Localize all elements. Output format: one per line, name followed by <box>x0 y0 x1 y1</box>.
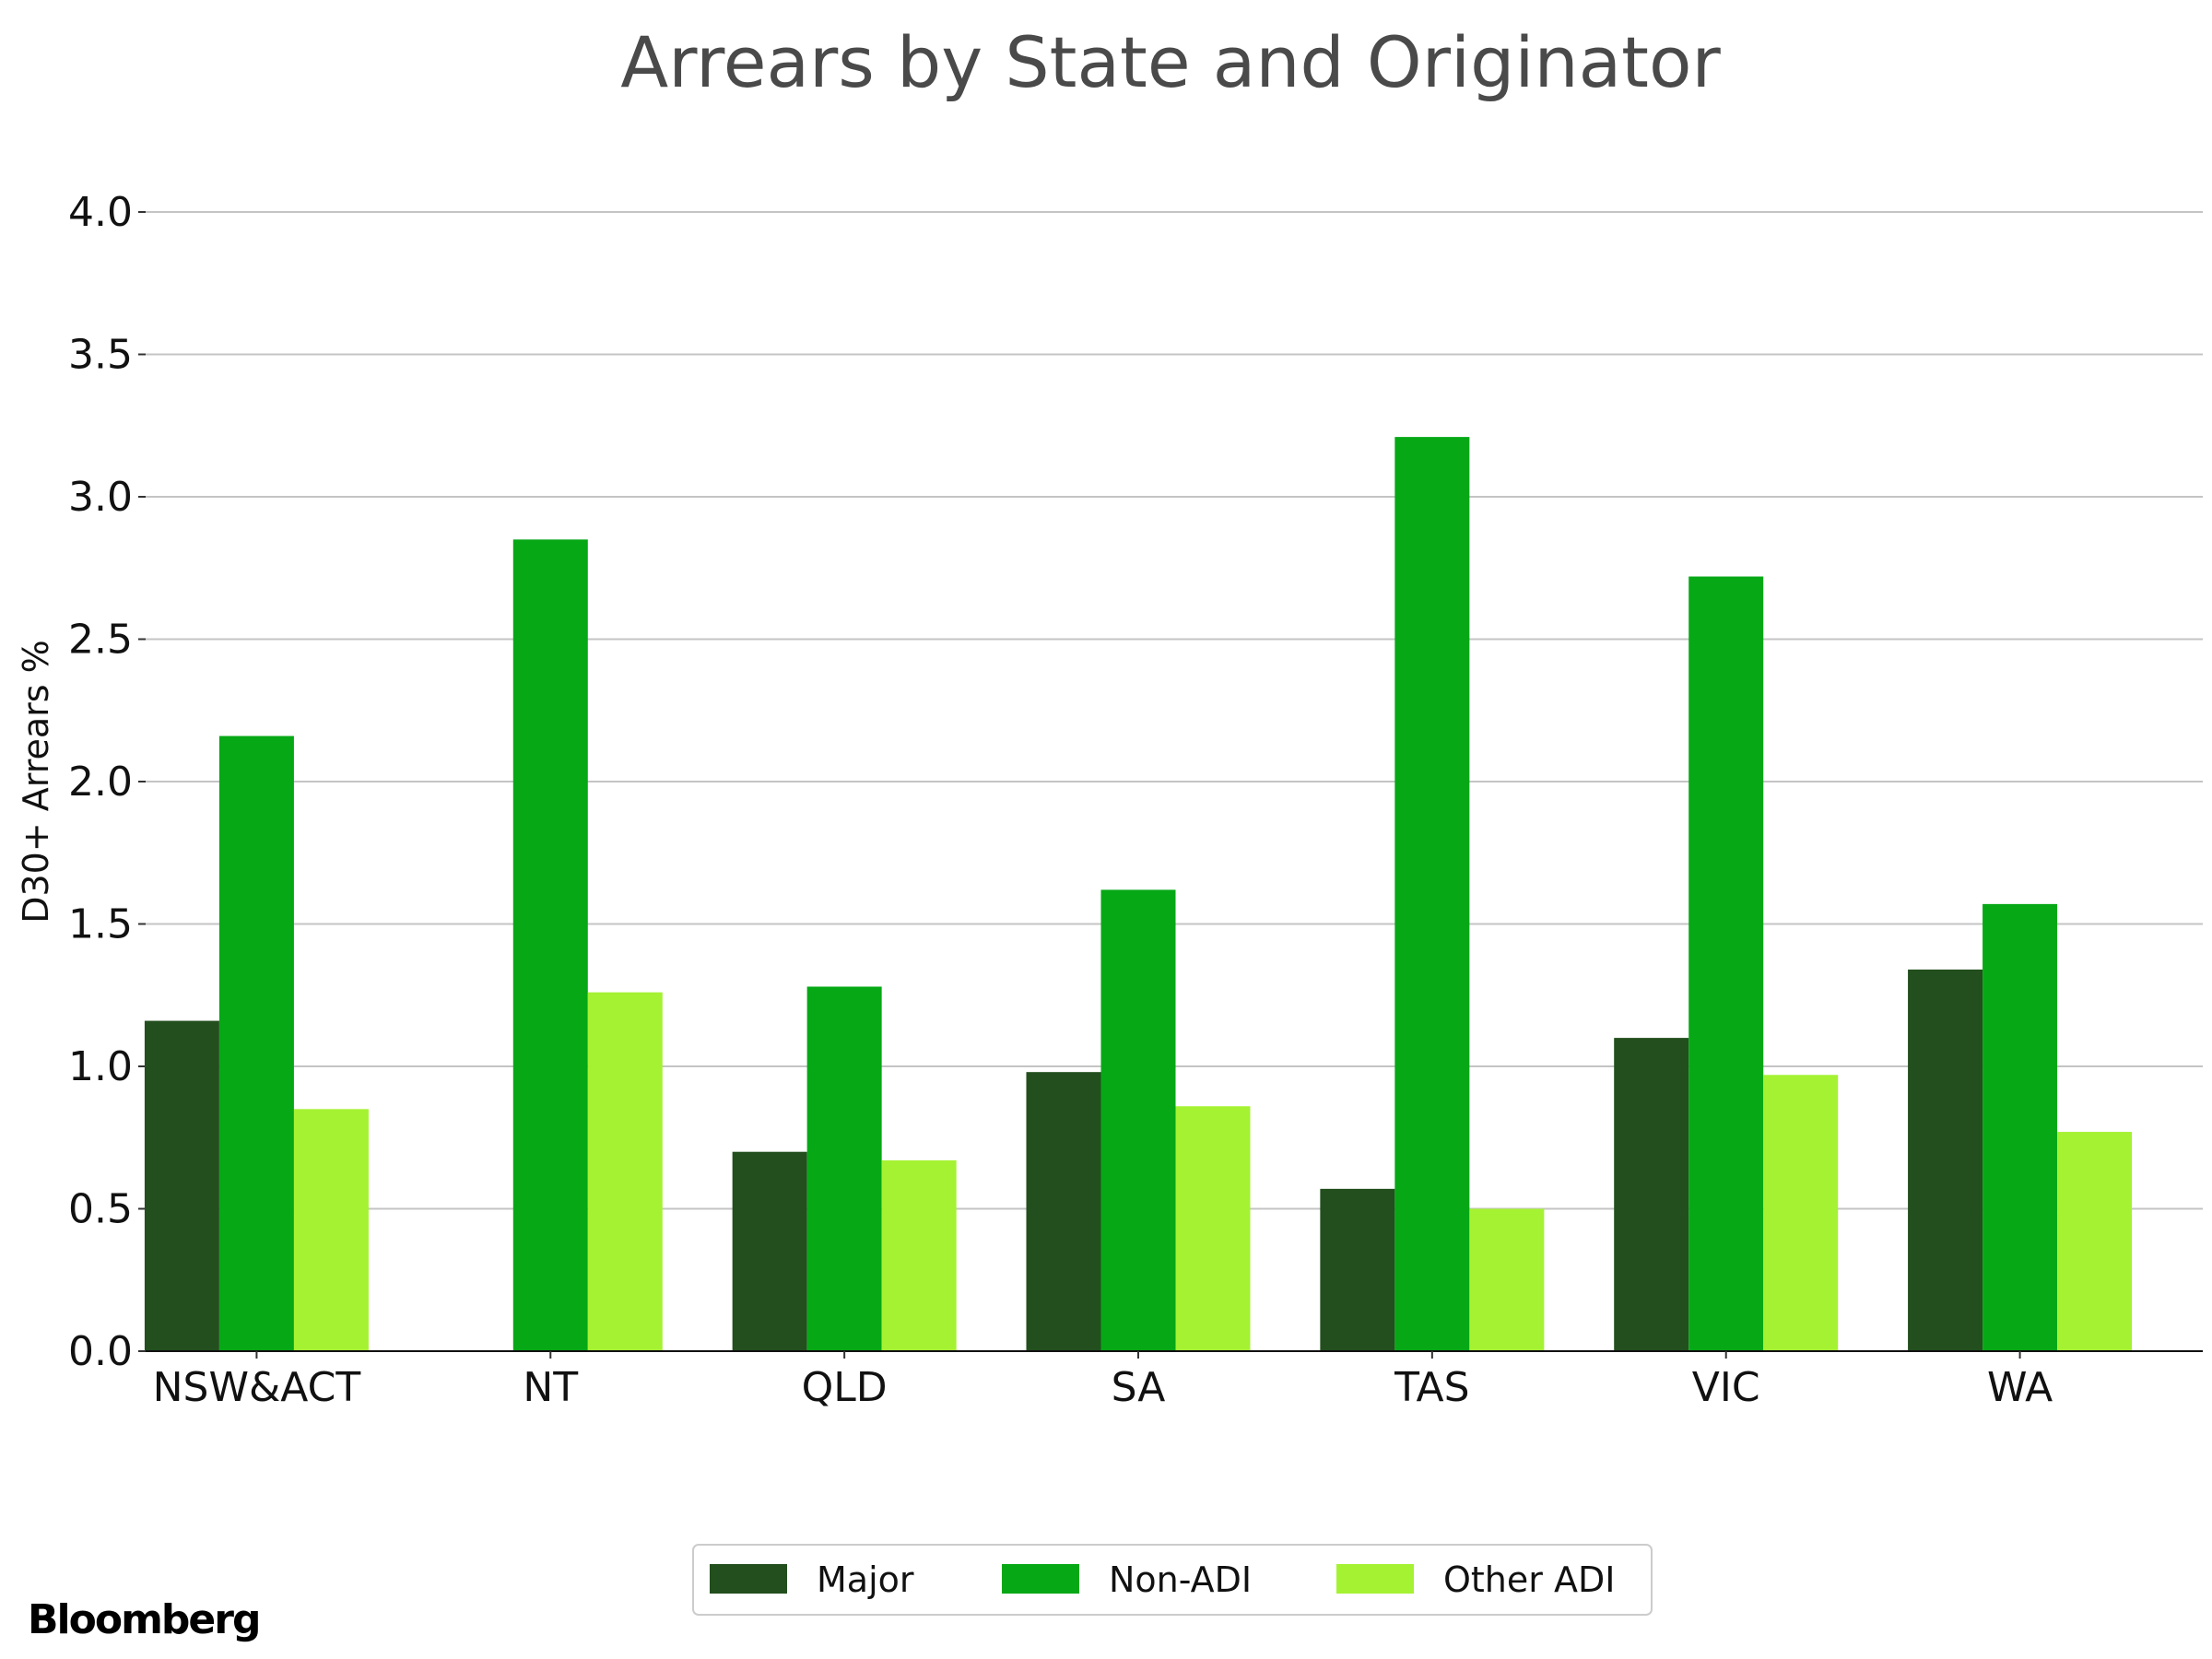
y-tick-label: 1.5 <box>68 901 133 948</box>
chart-title: Arrears by State and Originator <box>620 21 1721 103</box>
bar-non-adi-sa <box>1100 889 1176 1351</box>
y-tick-label: 0.0 <box>68 1328 133 1375</box>
bar-other-adi-nt <box>587 992 663 1351</box>
bar-other-adi-qld <box>881 1159 957 1351</box>
legend: Major Non-ADI Other ADI <box>692 1544 1653 1616</box>
legend-swatch-major <box>710 1564 787 1594</box>
bar-major-sa <box>1026 1072 1101 1351</box>
y-tick-label: 2.5 <box>68 617 133 664</box>
bar-major-tas <box>1320 1188 1395 1351</box>
y-axis-label: D30+ Arrears % <box>16 640 56 924</box>
bar-other-adi-nswact <box>293 1109 369 1351</box>
legend-label-other-adi: Other ADI <box>1443 1559 1615 1600</box>
bars <box>144 437 2133 1351</box>
legend-label-major: Major <box>817 1559 914 1600</box>
bar-other-adi-tas <box>1469 1208 1545 1351</box>
bar-other-adi-wa <box>2057 1132 2133 1351</box>
bar-non-adi-wa <box>1983 903 2058 1351</box>
bar-other-adi-vic <box>1763 1075 1839 1351</box>
y-tick-label: 1.0 <box>68 1043 133 1090</box>
y-tick-label: 3.0 <box>68 474 133 521</box>
legend-swatch-other-adi <box>1336 1564 1414 1594</box>
bar-non-adi-tas <box>1394 437 1470 1351</box>
bar-other-adi-sa <box>1175 1106 1251 1351</box>
bar-major-qld <box>732 1151 807 1351</box>
bloomberg-logo: Bloomberg <box>28 1596 259 1643</box>
y-tick-label: 3.5 <box>68 332 133 379</box>
legend-label-non-adi: Non-ADI <box>1109 1559 1252 1600</box>
legend-swatch-non-adi <box>1002 1564 1079 1594</box>
x-axis-ticks: NSW&ACT NT QLD SA TAS VIC WA <box>153 1351 2053 1411</box>
y-tick-label: 0.5 <box>68 1186 133 1233</box>
x-tick-label: VIC <box>1692 1364 1760 1411</box>
bar-non-adi-qld <box>806 986 882 1351</box>
x-tick-label: NT <box>523 1364 578 1411</box>
x-tick-label: WA <box>1987 1364 2053 1411</box>
y-tick-label: 4.0 <box>68 189 133 236</box>
bar-non-adi-nswact <box>218 735 294 1351</box>
bar-major-vic <box>1614 1038 1689 1351</box>
y-axis-ticks: 0.0 0.5 1.0 1.5 2.0 2.5 3.0 3.5 4.0 <box>68 189 146 1375</box>
x-tick-label: NSW&ACT <box>153 1364 361 1411</box>
x-tick-label: SA <box>1112 1364 1166 1411</box>
x-tick-label: TAS <box>1394 1364 1470 1411</box>
y-tick-label: 2.0 <box>68 759 133 806</box>
bar-major-nswact <box>144 1020 219 1351</box>
bar-major-wa <box>1908 969 1983 1351</box>
legend-box <box>692 1544 1653 1616</box>
bar-non-adi-nt <box>512 539 588 1351</box>
x-tick-label: QLD <box>802 1364 888 1411</box>
bar-non-adi-vic <box>1688 576 1764 1351</box>
